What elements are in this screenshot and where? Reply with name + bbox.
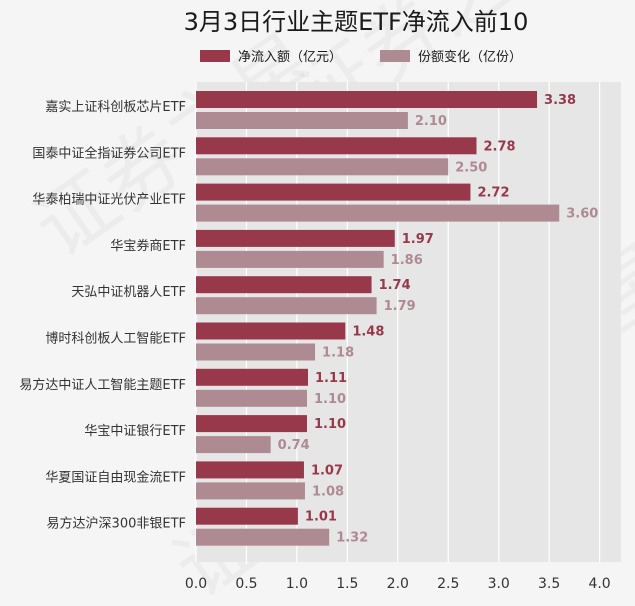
bar-share-change — [196, 436, 271, 454]
data-label-share-change: 0.74 — [278, 438, 310, 453]
data-label-net-inflow: 1.48 — [352, 325, 384, 340]
data-label-net-inflow: 1.74 — [379, 278, 411, 293]
bar-net-inflow — [196, 415, 307, 433]
data-label-net-inflow: 1.07 — [311, 463, 343, 478]
data-label-net-inflow: 1.10 — [314, 417, 346, 432]
x-tick-label: 2.0 — [387, 576, 409, 592]
data-label-net-inflow: 1.11 — [315, 371, 347, 386]
bar-share-change — [196, 250, 384, 268]
bar-net-inflow — [196, 276, 372, 294]
legend: 净流入额（亿元） 份额变化（亿份） — [200, 49, 522, 65]
chart-title: 3月3日行业主题ETF净流入前10 — [184, 8, 529, 36]
bar-share-change — [196, 112, 408, 129]
category-label: 华宝券商ETF — [110, 238, 186, 254]
legend-label-net-inflow: 净流入额（亿元） — [238, 50, 342, 65]
bar-share-change — [196, 158, 449, 176]
bar-net-inflow — [196, 461, 304, 479]
x-tick-label: 0.0 — [185, 576, 207, 592]
category-label: 华夏国证自由现金流ETF — [45, 469, 186, 485]
x-tick-label: 2.5 — [437, 576, 459, 592]
bar-net-inflow — [196, 322, 346, 340]
bar-net-inflow — [196, 91, 538, 108]
data-label-share-change: 1.10 — [314, 392, 346, 407]
x-tick-label: 3.5 — [538, 576, 560, 592]
bars — [196, 91, 560, 546]
legend-label-share-change: 份额变化（亿份） — [418, 49, 522, 65]
bar-share-change — [196, 204, 560, 222]
bar-net-inflow — [196, 507, 298, 525]
category-label: 易方达沪深300非银ETF — [47, 516, 186, 532]
data-label-net-inflow: 1.97 — [402, 232, 434, 247]
data-label-share-change: 1.18 — [322, 346, 354, 361]
bar-net-inflow — [196, 229, 395, 247]
data-labels: 3.38 2.10 2.78 2.50 2.72 3.60 1.97 1.86 1.74 1.79… — [278, 93, 599, 546]
category-label: 国泰中证全指证券公司ETF — [32, 145, 186, 161]
bar-net-inflow — [196, 183, 471, 201]
x-tick-label: 0.5 — [235, 576, 257, 592]
bar-net-inflow — [196, 368, 308, 386]
x-tick-label: 3.0 — [488, 576, 510, 592]
category-label: 易方达中证人工智能主题ETF — [19, 377, 186, 393]
x-tick-labels: 0.0 0.5 1.0 1.5 2.0 2.5 3.0 3.5 4.0 — [185, 576, 611, 592]
category-label: 华宝中证银行ETF — [84, 424, 186, 439]
bar-share-change — [196, 297, 377, 315]
legend-swatch-share-change — [380, 50, 410, 62]
data-label-share-change: 2.50 — [455, 160, 487, 175]
legend-swatch-net-inflow — [200, 50, 230, 62]
bar-share-change — [196, 528, 330, 546]
data-label-net-inflow: 1.01 — [305, 510, 337, 525]
data-label-share-change: 1.79 — [384, 299, 416, 314]
data-label-share-change: 3.60 — [566, 207, 598, 222]
category-label: 博时科创板人工智能ETF — [45, 332, 186, 347]
data-label-share-change: 1.32 — [336, 531, 368, 546]
bar-share-change — [196, 343, 316, 361]
bar-share-change — [196, 482, 305, 500]
data-label-share-change: 1.86 — [391, 253, 423, 268]
category-label: 华泰柏瑞中证光伏产业ETF — [32, 193, 186, 208]
x-tick-label: 4.0 — [588, 576, 610, 592]
x-tick-label: 1.5 — [336, 576, 358, 592]
bar-share-change — [196, 389, 307, 407]
data-label-net-inflow: 2.72 — [477, 186, 509, 201]
category-label: 嘉实上证科创板芯片ETF — [45, 100, 186, 115]
data-label-share-change: 2.10 — [415, 114, 447, 129]
data-label-share-change: 1.08 — [312, 484, 344, 499]
data-label-net-inflow: 2.78 — [484, 139, 516, 154]
x-tick-label: 1.0 — [286, 576, 308, 592]
category-labels: 嘉实上证科创板芯片ETF 国泰中证全指证券公司ETF 华泰柏瑞中证光伏产业ETF 华宝… — [19, 100, 186, 532]
data-label-net-inflow: 3.38 — [544, 93, 576, 108]
bar-net-inflow — [196, 137, 477, 155]
category-label: 天弘中证机器人ETF — [71, 285, 186, 300]
